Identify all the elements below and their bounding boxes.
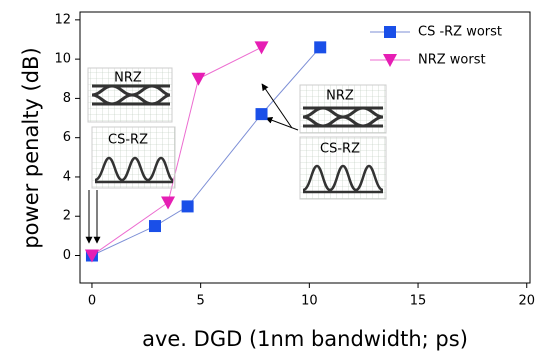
- y-tick-label: 0: [63, 248, 71, 263]
- y-tick-label: 8: [63, 91, 71, 106]
- eye-diagrams: NRZ CS-RZ NRZ CS-RZ: [88, 68, 386, 243]
- chart: ave. DGD (1nm bandwidth; ps) power penal…: [0, 0, 540, 358]
- point: [255, 41, 269, 54]
- x-tick-label: 20: [518, 294, 535, 309]
- legend-label: CS -RZ worst: [418, 25, 502, 40]
- eye-label: NRZ: [114, 71, 142, 86]
- x-axis-label: ave. DGD (1nm bandwidth; ps): [142, 327, 468, 351]
- pointer-arrow: [262, 84, 292, 128]
- y-tick-label: 2: [63, 209, 71, 224]
- eye-label: CS-RZ: [320, 142, 360, 157]
- point: [149, 220, 161, 232]
- y-tick-label: 12: [54, 12, 71, 27]
- x-tick-label: 0: [88, 294, 96, 309]
- y-tick-label: 4: [63, 169, 71, 184]
- y-tick-label: 6: [63, 130, 71, 145]
- eye-label: CS-RZ: [108, 133, 148, 148]
- x-tick-label: 10: [301, 294, 318, 309]
- eye-inset: NRZ: [300, 85, 386, 133]
- legend-label: NRZ worst: [418, 53, 486, 68]
- pointer-arrow: [266, 118, 298, 130]
- point: [161, 196, 175, 209]
- eye-inset: CS-RZ: [92, 127, 175, 188]
- y-tick-label: 10: [54, 52, 71, 67]
- eye-inset: NRZ: [88, 68, 172, 122]
- x-tick-label: 15: [410, 294, 427, 309]
- point: [191, 73, 205, 86]
- point: [182, 200, 194, 212]
- x-tick-label: 5: [197, 294, 205, 309]
- eye-label: NRZ: [326, 89, 354, 104]
- legend-marker: [384, 26, 396, 38]
- point: [256, 108, 268, 120]
- eye-inset: CS-RZ: [300, 137, 386, 199]
- y-axis-label: power penalty (dB): [19, 47, 43, 248]
- point: [314, 41, 326, 53]
